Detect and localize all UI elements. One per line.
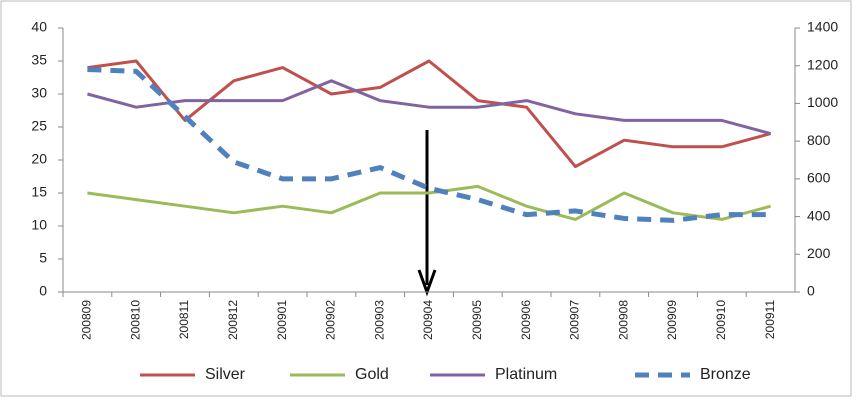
y-tick-label: 30 (31, 85, 47, 101)
y-tick-label: 25 (31, 118, 47, 134)
x-tick-label: 200907 (568, 300, 582, 340)
legend-label: Gold (355, 366, 389, 383)
x-tick-label: 200904 (421, 300, 435, 340)
y-tick-label: 35 (31, 52, 47, 68)
y2-tick-label: 0 (807, 283, 815, 299)
y-tick-label: 0 (39, 283, 47, 299)
y-tick-label: 5 (39, 250, 47, 266)
x-tick-label: 200902 (324, 300, 338, 340)
y2-tick-label: 1000 (807, 94, 838, 110)
x-tick-label: 200901 (275, 300, 289, 340)
x-tick-label: 200810 (128, 300, 142, 340)
x-tick-label: 200903 (372, 300, 386, 340)
x-tick-label: 200910 (714, 300, 728, 340)
legend-label: Silver (205, 366, 246, 383)
x-tick-label: 200811 (177, 300, 191, 339)
y-tick-label: 20 (31, 151, 47, 167)
x-tick-label: 200812 (226, 300, 240, 340)
series-line (87, 184, 771, 221)
x-tick-label: 200908 (616, 300, 630, 340)
series-line (87, 79, 771, 136)
x-tick-label: 200905 (470, 300, 484, 340)
x-tick-label: 200809 (80, 300, 94, 340)
x-tick-label: 200911 (763, 300, 777, 339)
x-tick-label: 200909 (665, 300, 679, 340)
legend-label: Platinum (495, 366, 557, 383)
y2-tick-label: 200 (807, 245, 831, 261)
y2-tick-label: 800 (807, 132, 831, 148)
y2-tick-label: 400 (807, 207, 831, 223)
legend-label: Bronze (700, 366, 751, 383)
series-line (87, 59, 771, 169)
y2-tick-label: 1200 (807, 56, 838, 72)
x-tick-label: 200906 (519, 300, 533, 340)
y-tick-label: 15 (31, 184, 47, 200)
y2-tick-label: 1400 (807, 19, 838, 35)
y2-tick-label: 600 (807, 170, 831, 186)
y-tick-label: 40 (31, 19, 47, 35)
y-tick-label: 10 (31, 217, 47, 233)
